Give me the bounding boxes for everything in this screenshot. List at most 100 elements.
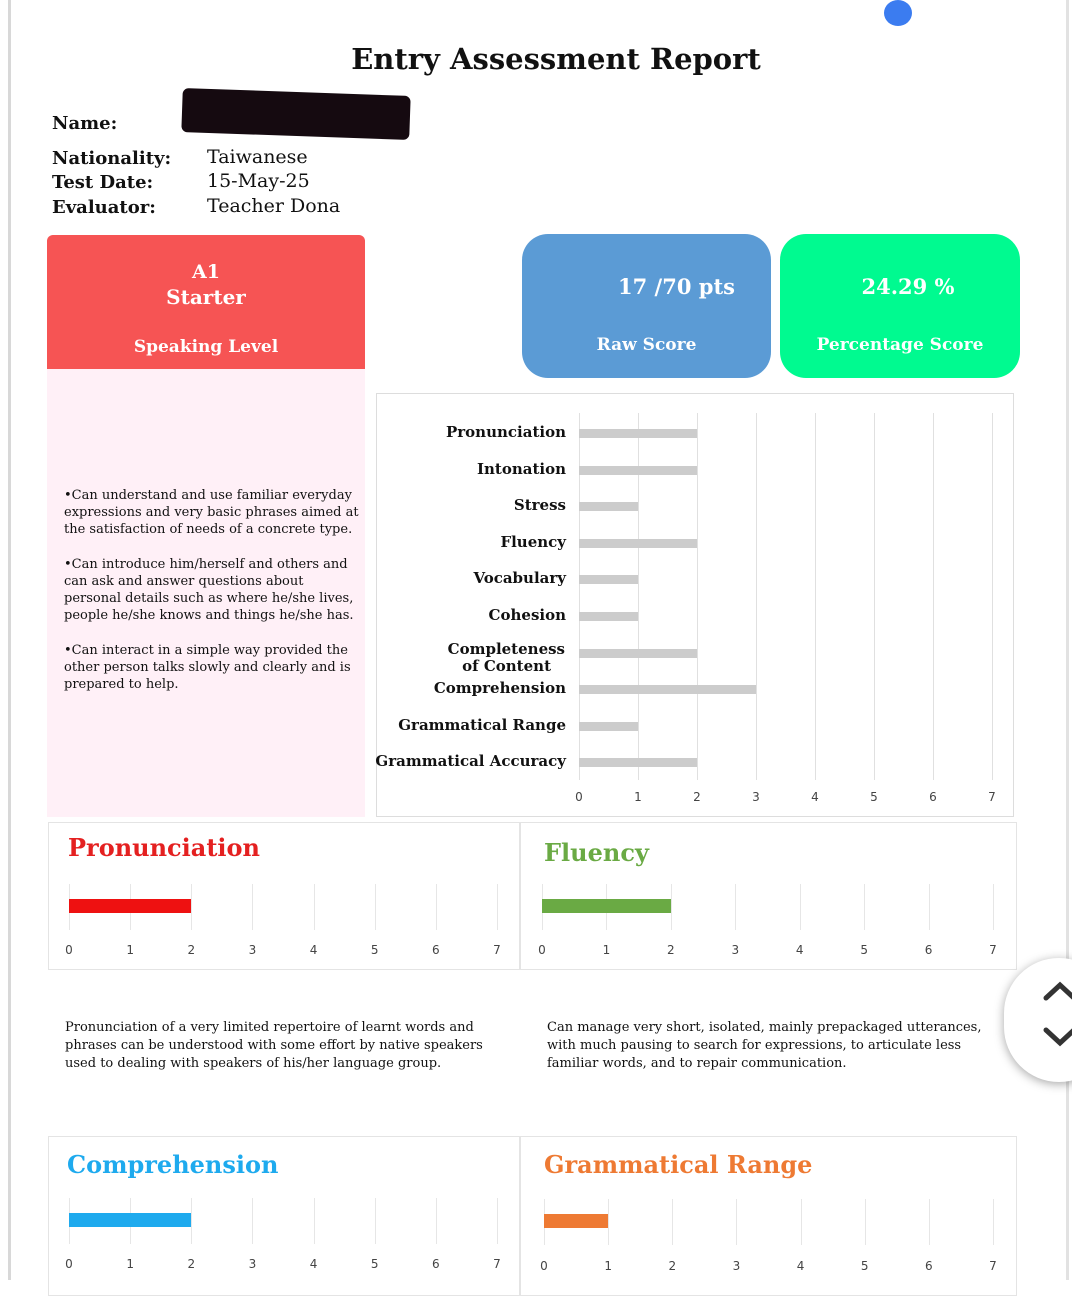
x-tick-label: 5 [370,1257,379,1271]
gridline [756,413,757,780]
x-tick-label: 4 [796,1259,805,1273]
gridline [928,1199,930,1245]
pronunciation-title: Pronunciation [68,833,260,862]
level-name: Starter [166,285,246,309]
nationality-label: Nationality: [52,148,172,169]
gridline [608,1199,610,1245]
x-tick-label: 7 [493,943,501,957]
evaluator-value: Teacher Dona [207,195,341,217]
raw-score-value: 17 /70 pts [618,274,735,299]
x-tick-label: 2 [693,790,701,804]
gridline [697,413,698,780]
gridline [497,1198,498,1244]
page-edge [8,0,11,1280]
gridline [735,884,737,930]
gridline [374,1198,376,1244]
gridline [191,1198,193,1244]
x-tick-label: 6 [924,943,933,957]
x-tick-label: 7 [989,1259,997,1273]
comprehension-panel: Comprehension [48,1136,520,1296]
x-tick-label: 2 [668,1259,677,1273]
bar-vocabulary [579,575,638,585]
x-tick-label: 2 [187,943,196,957]
bar-intonation [579,465,697,475]
page-edge [1066,0,1069,1280]
x-tick-label: 0 [65,1257,73,1271]
gridline [928,884,930,930]
x-tick-label: 3 [732,1259,741,1273]
gridline [992,413,993,780]
bar-comprehension [579,685,756,695]
raw-score-card: 17 /70 pts Raw Score [522,234,771,378]
gridline [374,884,376,930]
pronunciation-panel: Pronunciation [48,822,520,970]
date-value: 15-May-25 [207,170,310,192]
name-label: Name: [52,113,118,134]
bar-cohesion [579,612,638,621]
bar-grammatical-accuracy [579,758,697,768]
percentage-score-caption: Percentage Score [816,335,984,355]
bar-grammatical-range [579,721,638,731]
x-tick-label: 3 [248,943,257,957]
gridline [864,1199,866,1245]
notification-dot [884,0,912,26]
gridline [815,413,816,780]
gridline [435,1198,437,1244]
redacted-name [181,88,411,140]
x-tick-label: 2 [667,943,675,957]
x-tick-label: 4 [309,1257,318,1271]
chevron-up-down-icon[interactable] [1034,958,1072,1082]
gridline [670,884,672,930]
category-label: Vocabulary [473,569,566,588]
x-tick-label: 0 [65,943,73,957]
x-tick-label: 7 [989,943,997,957]
bar-pronunciation [579,429,697,438]
x-tick-label: 0 [575,790,583,804]
gridline [252,1198,254,1244]
x-tick-label: 6 [925,1259,933,1273]
x-tick-label: 4 [795,943,804,957]
gridline [497,884,498,930]
raw-score-caption: Raw Score [596,335,697,355]
fluency-title: Fluency [544,838,649,867]
category-label: Intonation [476,459,566,478]
bar-fluency [579,538,697,548]
category-label: Pronunciation [446,423,566,441]
bar-grammatical-range [544,1214,609,1228]
gridline [435,884,437,930]
category-label: Grammatical Accuracy [375,752,566,771]
x-tick-label: 6 [432,1257,440,1271]
fluency-panel: Fluency [520,822,1017,970]
gridline [874,413,875,780]
category-label: Completeness of Content [447,639,565,675]
category-label: Cohesion [488,606,566,624]
x-tick-label: 3 [752,790,760,804]
x-tick-label: 1 [604,1259,612,1273]
level-code: A1 [192,261,220,283]
gridline [800,1199,802,1245]
x-tick-label: 3 [248,1257,257,1271]
gridline [736,1199,738,1245]
x-tick-label: 1 [126,1257,134,1271]
date-label: Test Date: [52,172,154,193]
evaluator-label: Evaluator: [52,197,156,218]
x-tick-label: 5 [370,943,379,957]
level-caption: Speaking Level [133,337,279,357]
x-tick-label: 0 [538,943,546,957]
scroll-navigator[interactable] [1004,958,1072,1082]
x-tick-label: 5 [870,790,878,804]
gridline [672,1199,674,1245]
x-tick-label: 5 [860,943,868,957]
gridline [191,884,193,930]
fluency-description: Can manage very short, isolated, mainly … [547,1020,982,1071]
category-label: Grammatical Range [398,715,566,734]
page-title: Entry Assessment Report [351,42,761,76]
percentage-score-value: 24.29 % [861,274,955,299]
gridline [252,884,254,930]
nationality-value: Taiwanese [207,146,308,168]
gridline [933,413,934,780]
x-tick-label: 1 [634,790,642,804]
percentage-score-card: 24.29 % Percentage Score [780,234,1020,378]
x-tick-label: 6 [432,943,440,957]
bar-comprehension [69,1213,192,1227]
